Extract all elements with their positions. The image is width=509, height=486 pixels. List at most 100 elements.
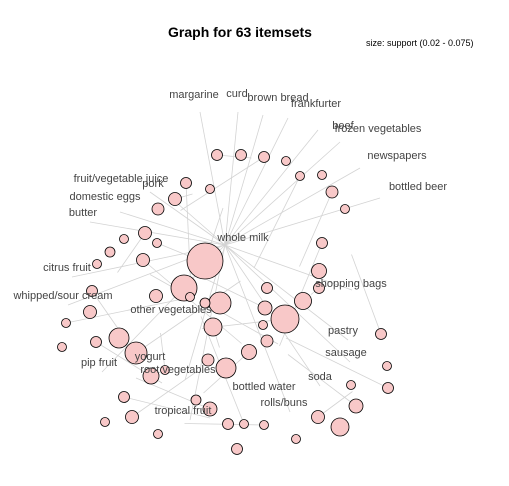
itemset-node[interactable] [258,320,268,330]
item-label: citrus fruit [43,262,91,274]
itemset-node[interactable] [151,202,165,216]
itemset-node[interactable] [125,410,139,424]
graph-title: Graph for 63 itemsets [168,24,312,40]
edge [169,196,226,246]
itemset-node[interactable] [90,336,102,348]
itemset-node[interactable] [118,391,130,403]
itemset-node[interactable] [190,394,202,406]
itemset-node[interactable] [100,417,110,427]
itemset-node[interactable] [222,418,234,430]
item-label: whipped/sour cream [12,290,112,302]
itemset-node[interactable] [311,410,325,424]
edge [91,290,122,334]
itemset-node[interactable] [211,149,223,161]
edge [185,182,192,292]
itemset-node[interactable] [311,263,327,279]
edge [224,129,319,246]
itemset-node[interactable] [108,327,130,349]
itemset-node[interactable] [382,361,392,371]
itemset-node[interactable] [124,341,148,365]
itemset-node[interactable] [325,185,339,199]
size-legend: size: support (0.02 - 0.075) [366,38,474,48]
itemset-node[interactable] [203,317,223,337]
itemset-node[interactable] [83,305,97,319]
edge [224,167,361,246]
edge [180,156,265,211]
itemset-node[interactable] [152,238,162,248]
itemset-node[interactable] [186,242,224,280]
itemset-node[interactable] [160,365,170,375]
item-label: frankfurter [291,98,341,110]
edge [224,141,341,246]
item-label: fruit/vegetable juice [74,173,169,185]
edge [131,370,198,418]
itemset-node[interactable] [313,282,325,294]
itemset-node[interactable] [340,204,350,214]
itemset-node[interactable] [149,289,163,303]
itemset-node[interactable] [142,367,160,385]
itemset-node[interactable] [375,328,387,340]
itemset-node[interactable] [231,443,243,455]
edge [351,254,382,335]
itemset-node[interactable] [346,380,356,390]
itemset-node[interactable] [295,171,305,181]
item-label: pip fruit [81,357,117,369]
itemset-node[interactable] [201,353,215,367]
itemset-node[interactable] [317,170,327,180]
edge [199,111,226,246]
itemset-node[interactable] [86,285,98,297]
edge [224,117,289,246]
itemset-node[interactable] [57,342,67,352]
itemset-node[interactable] [153,429,163,439]
itemset-node[interactable] [168,192,182,206]
itemset-node[interactable] [316,237,328,249]
itemset-node[interactable] [104,246,116,258]
edge [65,296,193,324]
itemset-node[interactable] [270,304,300,334]
itemset-node[interactable] [215,357,237,379]
itemset-node[interactable] [138,226,152,240]
itemset-node[interactable] [180,177,192,189]
itemset-node[interactable] [185,292,195,302]
item-label: yogurt [135,351,166,363]
item-label: pork [142,178,164,190]
item-label: root vegetables [140,364,216,376]
itemset-node[interactable] [261,282,273,294]
item-label: domestic eggs [70,191,141,203]
itemset-node[interactable] [235,149,247,161]
itemset-node[interactable] [136,253,150,267]
itemset-node[interactable] [239,419,249,429]
itemset-node[interactable] [257,300,273,316]
edge [160,332,166,371]
itemset-node[interactable] [208,291,232,315]
itemset-node[interactable] [241,344,257,360]
itemset-node[interactable] [61,318,71,328]
edge [285,337,389,389]
item-label: bottled water [233,381,296,393]
itemset-node[interactable] [92,259,102,269]
itemset-node[interactable] [281,156,291,166]
item-labels: margarine curd brown breadfrankfurterbeeff… [12,88,447,417]
item-label: brown bread [247,92,308,104]
edge [224,244,351,363]
itemset-node[interactable] [119,234,129,244]
itemset-node[interactable] [205,184,215,194]
itemset-node[interactable] [330,417,350,437]
itemset-node[interactable] [382,382,394,394]
edge [224,111,239,246]
itemset-node[interactable] [291,434,301,444]
itemset-node[interactable] [260,334,274,348]
item-label: butter [69,207,97,219]
itemset-node[interactable] [258,151,270,163]
itemset-node[interactable] [348,398,364,414]
itemset-node[interactable] [202,401,218,417]
item-label: whole milk [216,232,269,244]
itemset-node[interactable] [294,292,312,310]
itemset-node[interactable] [259,420,269,430]
item-label: other vegetables [130,304,212,316]
item-label: pastry [328,325,358,337]
edge [123,396,211,419]
item-label: bottled beer [389,181,447,193]
itemset-node[interactable] [199,297,211,309]
